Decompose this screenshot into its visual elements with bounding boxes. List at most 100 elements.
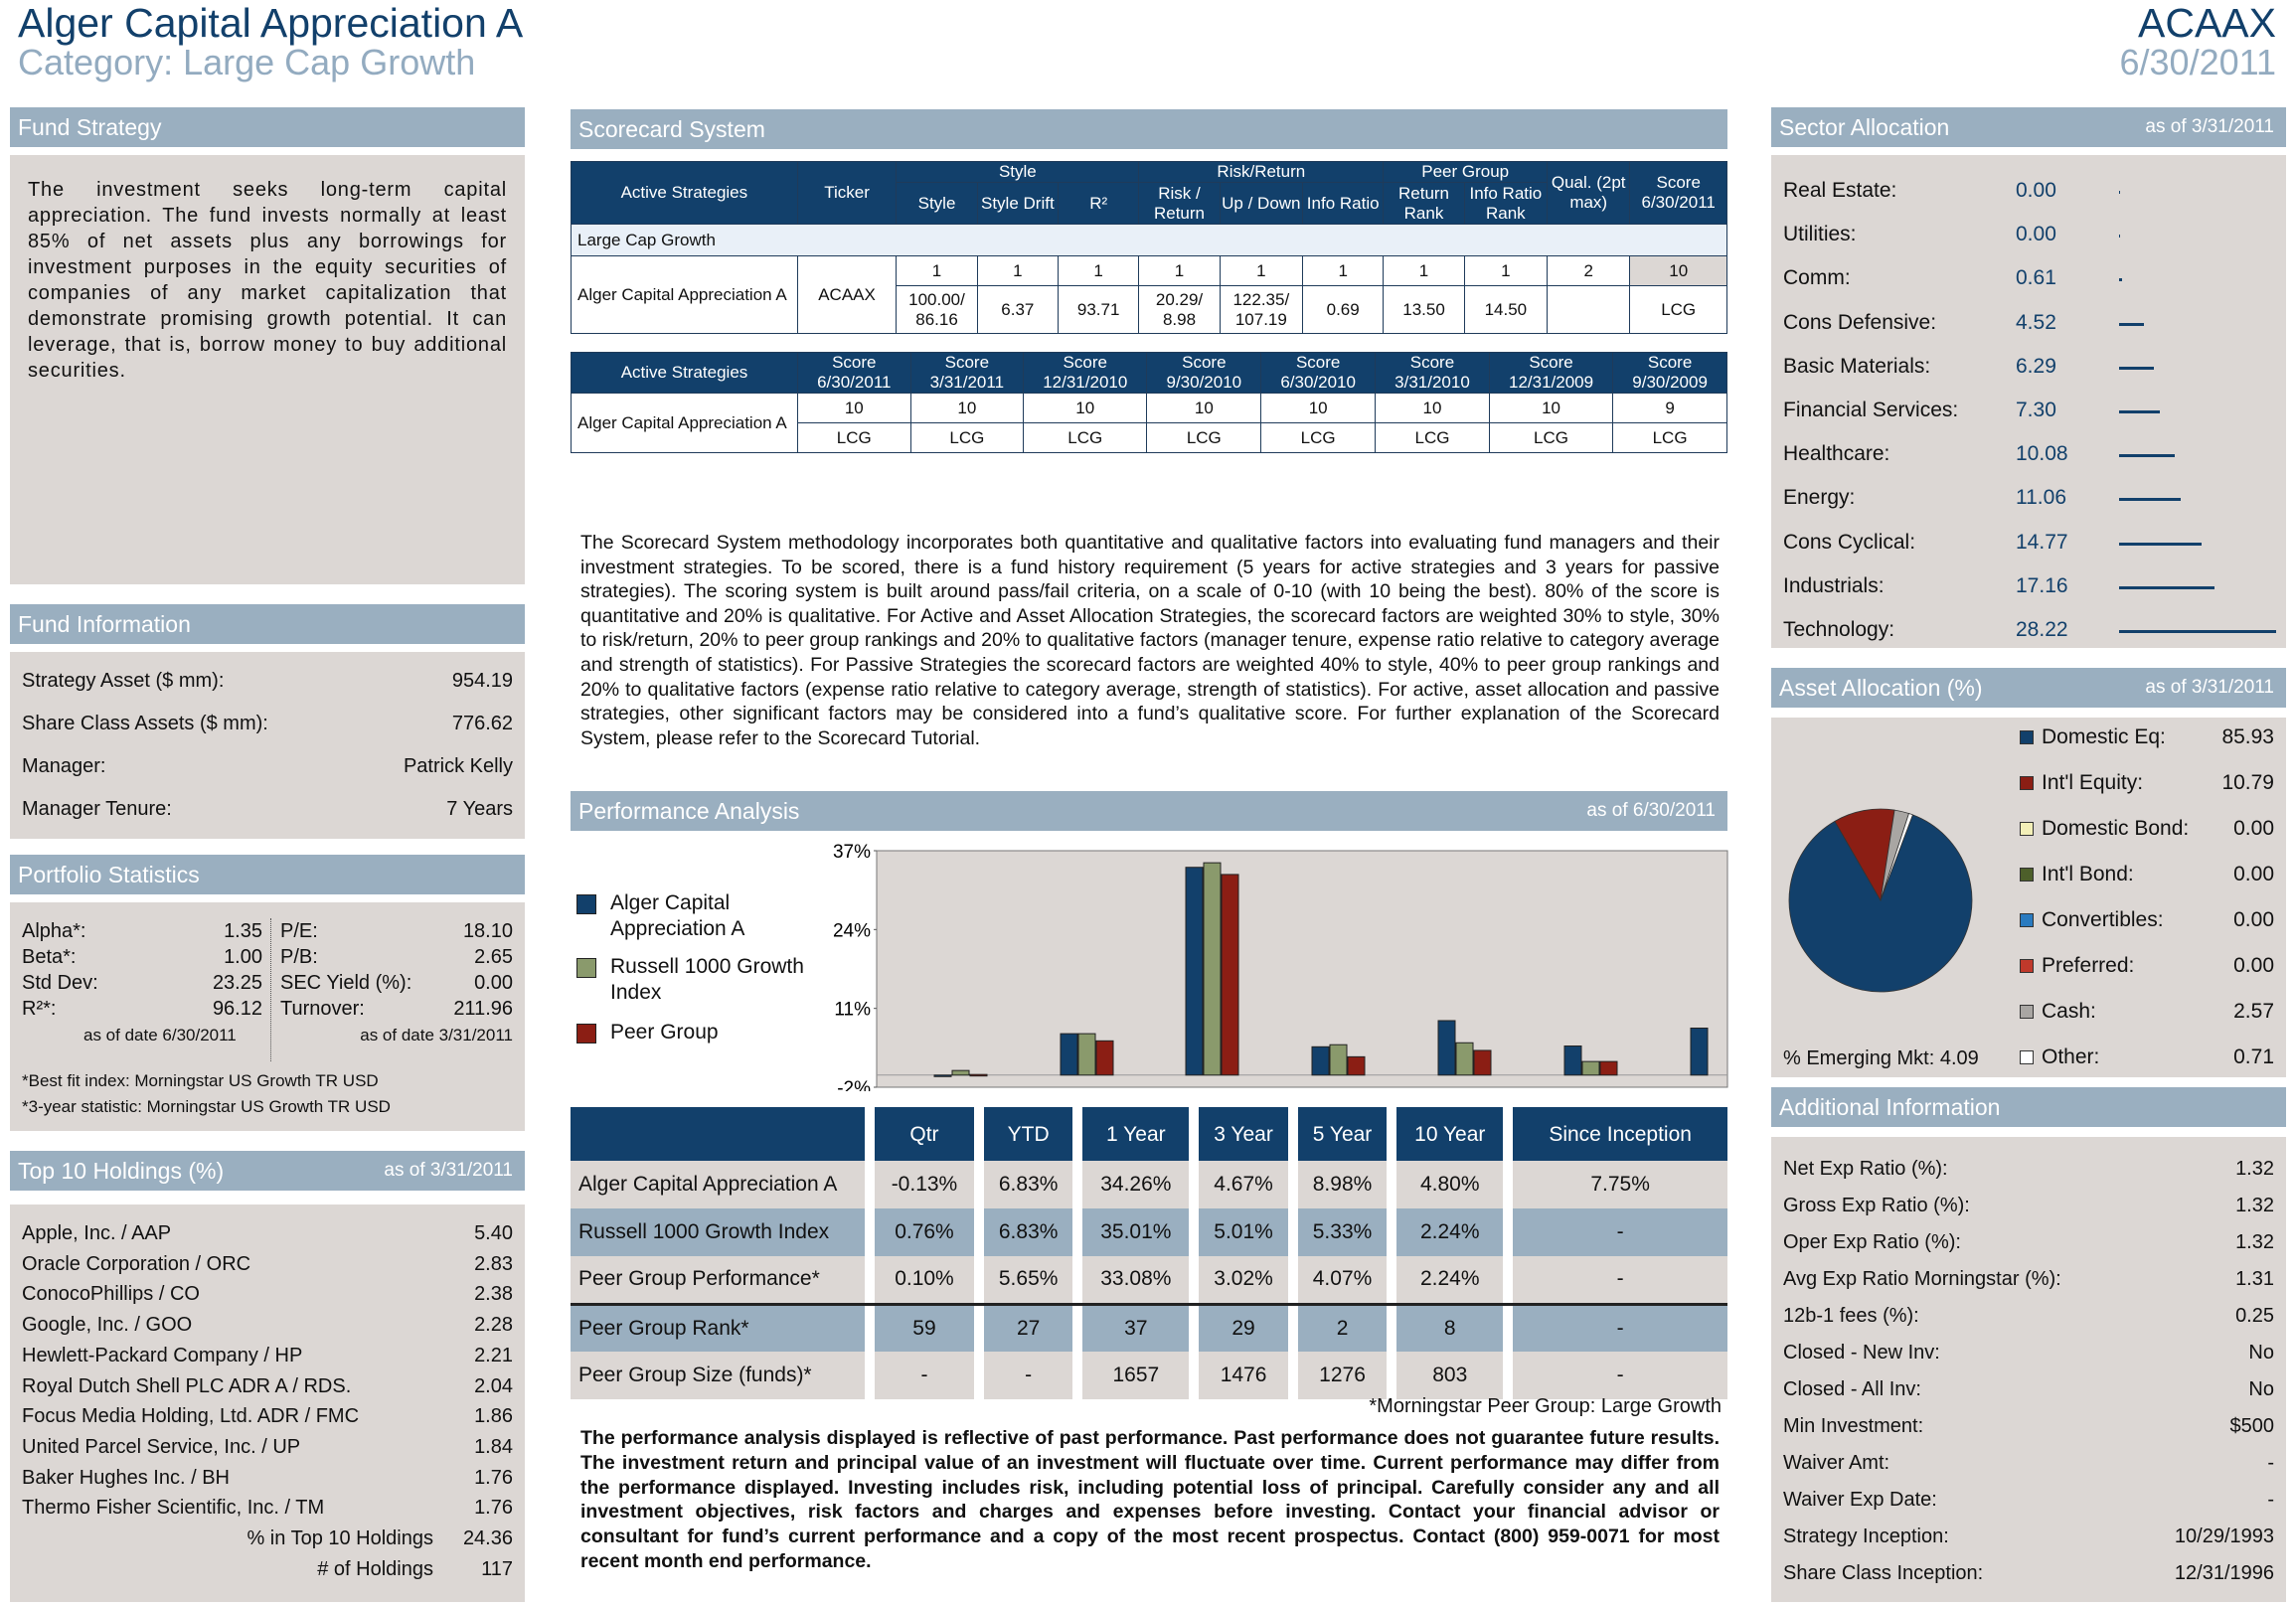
score-point-cell: 1	[896, 255, 978, 286]
additional-value: $500	[2229, 1415, 2275, 1437]
fund-info-label: Share Class Assets ($ mm):	[22, 713, 268, 734]
history-score-cell: 10	[909, 393, 1025, 423]
score-value-cell: 122.35/ 107.19	[1219, 285, 1304, 334]
perf-gap-cell	[1072, 1304, 1083, 1352]
perf-gap-cell	[1503, 1352, 1514, 1399]
h-style: Style	[896, 182, 978, 225]
perf-col-gap	[1503, 1107, 1514, 1161]
sector-label: Technology:	[1783, 618, 1895, 641]
history-score-header: Score 12/31/2010	[1023, 352, 1148, 394]
legend-swatch	[576, 958, 596, 978]
sector-label: Industrials:	[1783, 573, 1885, 597]
sector-value: 14.77	[2016, 530, 2068, 554]
perf-value-cell: 5.33%	[1297, 1208, 1388, 1256]
h-r2: R²	[1057, 182, 1140, 225]
peer-footnote: *Morningstar Peer Group: Large Growth	[1369, 1395, 1722, 1417]
perf-gap-cell	[1287, 1256, 1298, 1304]
holding-weight: 1.76	[474, 1466, 513, 1489]
fund-info-value: 954.19	[451, 670, 513, 692]
sector-value: 28.22	[2016, 618, 2068, 641]
holding-weight: 1.86	[474, 1405, 513, 1428]
emerging-market: % Emerging Mkt: 4.09	[1783, 1047, 1979, 1069]
perf-gap-cell	[865, 1208, 875, 1256]
sector-label: Comm:	[1783, 266, 1851, 290]
sector-row: Cons Defensive: 4.52	[1771, 297, 2286, 341]
chart-plot-area	[876, 850, 1728, 1088]
num-holdings-value: 117	[481, 1557, 513, 1580]
pct-top10-label: % in Top 10 Holdings	[246, 1527, 433, 1549]
holding-row: Google, Inc. / GOO 2.28	[22, 1310, 513, 1340]
sector-bar	[2119, 278, 2123, 282]
additional-row: 12b-1 fees (%): 0.25	[1783, 1298, 2274, 1335]
asset-row: Convertibles: 0.00	[2020, 904, 2274, 935]
perf-value-cell: -0.13%	[875, 1161, 974, 1208]
stat-value: 96.12	[212, 998, 262, 1020]
h-info-ratio: Info Ratio	[1302, 182, 1385, 225]
stat-value: 211.96	[453, 998, 513, 1020]
perf-value-cell: 4.67%	[1199, 1161, 1288, 1208]
perf-col-gap	[1287, 1107, 1298, 1161]
asset-row: Domestic Bond: 0.00	[2020, 813, 2274, 844]
perf-col-header: 5 Year	[1297, 1107, 1388, 1161]
bar-2-4	[1473, 1049, 1492, 1076]
perf-row-label: Alger Capital Appreciation A	[571, 1161, 865, 1208]
asset-swatch	[2020, 730, 2034, 745]
perf-gap-cell	[1503, 1304, 1514, 1352]
scorecard-fund-name: Alger Capital Appreciation A	[571, 255, 798, 334]
holding-row: Royal Dutch Shell PLC ADR A / RDS. 2.04	[22, 1371, 513, 1401]
sector-row: Utilities: 0.00	[1771, 209, 2286, 252]
additional-value: 1.32	[2235, 1231, 2274, 1253]
perf-gap-cell	[973, 1352, 984, 1399]
score-point-cell: 1	[1302, 255, 1385, 286]
stat-label: Turnover:	[280, 998, 365, 1020]
fund-information-panel: Strategy Asset ($ mm): 954.19 Share Class …	[10, 652, 525, 839]
legend-item: Alger Capital Appreciation A	[576, 890, 815, 942]
additional-label: Waiver Exp Date:	[1783, 1489, 1937, 1511]
perf-value-cell: 2	[1297, 1304, 1388, 1352]
fund-title: Alger Capital Appreciation A	[18, 0, 524, 46]
bar-0-4	[1437, 1020, 1456, 1076]
asset-value: 2.57	[2233, 1000, 2274, 1023]
h2-active-strategies: Active Strategies	[571, 352, 798, 394]
sector-heading: Sector Allocation as of 3/31/2011	[1771, 107, 2286, 147]
category-row: Large Cap Growth	[571, 224, 1727, 256]
bar-1-5	[1581, 1060, 1600, 1076]
perf-value-cell: 4.80%	[1396, 1161, 1504, 1208]
sector-bar	[2119, 454, 2176, 458]
perf-value-cell: 37	[1082, 1304, 1190, 1352]
perf-value-cell: 2.24%	[1396, 1256, 1504, 1304]
additional-label: Closed - New Inv:	[1783, 1342, 1940, 1364]
additional-label: Avg Exp Ratio Morningstar (%):	[1783, 1268, 2061, 1290]
h-up-down: Up / Down	[1219, 182, 1304, 225]
bar-0-0	[933, 1074, 952, 1077]
legend-label: Russell 1000 Growth Index	[610, 955, 804, 1004]
perf-gap-cell	[1189, 1352, 1200, 1399]
perf-gap-cell	[1189, 1161, 1200, 1208]
perf-gap-cell	[865, 1161, 875, 1208]
asset-label: Cash:	[2042, 1000, 2096, 1023]
perf-gap-cell	[1503, 1161, 1514, 1208]
stat-label: Alpha*:	[22, 920, 86, 942]
additional-label: Waiver Amt:	[1783, 1452, 1890, 1474]
h-risk-group: Risk/Return	[1138, 161, 1385, 183]
perf-value-cell: 4.07%	[1297, 1256, 1388, 1304]
perf-row: Peer Group Size (funds)* - -1657 1476 1276 80…	[571, 1352, 1727, 1399]
additional-value: 10/29/1993	[2174, 1526, 2274, 1547]
history-score-header: Score 9/30/2010	[1146, 352, 1262, 394]
perf-row: Peer Group Rank* 59 27 37 29 2 8-	[571, 1304, 1727, 1352]
history-style-cell: LCG	[1146, 422, 1262, 453]
sector-row: Technology: 28.22	[1771, 604, 2286, 648]
perf-value-cell: 2.24%	[1396, 1208, 1504, 1256]
score-value-cell: 20.29/ 8.98	[1138, 285, 1221, 334]
stat-row: Turnover: 211.96	[280, 996, 513, 1022]
perf-value-cell: 3.02%	[1199, 1256, 1288, 1304]
holding-weight: 5.40	[474, 1222, 513, 1244]
asset-label: Domestic Bond:	[2042, 817, 2190, 840]
sector-row: Financial Services: 7.30	[1771, 385, 2286, 428]
holding-name: Hewlett-Packard Company / HP	[22, 1344, 303, 1366]
additional-row: Avg Exp Ratio Morningstar (%): 1.31	[1783, 1261, 2274, 1298]
fund-info-value: Patrick Kelly	[403, 755, 513, 777]
sector-row: Industrials: 17.16	[1771, 561, 2286, 604]
additional-value: 1.32	[2235, 1195, 2274, 1216]
perf-col-header: 1 Year	[1082, 1107, 1190, 1161]
